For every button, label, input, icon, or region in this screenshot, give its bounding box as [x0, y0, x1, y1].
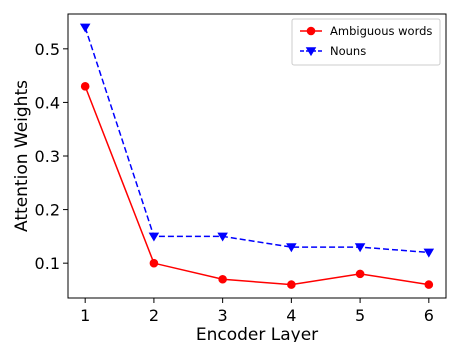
x-tick-label: 2: [149, 306, 159, 325]
data-point: [79, 23, 91, 33]
x-tick-label: 1: [80, 306, 90, 325]
y-axis: 0.1 0.2 0.3 0.4 0.5: [35, 40, 68, 273]
series-1: [80, 82, 434, 289]
legend-box: [291, 18, 441, 66]
data-point: [287, 280, 296, 289]
legend-marker: [305, 47, 317, 57]
legend-entry: Nouns: [300, 44, 366, 58]
data-point: [354, 243, 366, 253]
series-line: [84, 27, 429, 254]
y-tick-label: 0.3: [35, 147, 60, 166]
legend-label: Ambiguous words: [330, 24, 432, 38]
data-point: [423, 248, 435, 258]
data-point: [355, 269, 365, 279]
data-point: [148, 232, 160, 242]
legend: Ambiguous words Nouns: [291, 18, 441, 66]
plot-area: [67, 13, 447, 299]
series-line: [84, 86, 429, 286]
x-axis: 1 2 3 4 5 6: [80, 298, 434, 325]
data-point: [286, 243, 297, 253]
legend-entry: Ambiguous words: [300, 24, 432, 38]
y-tick-label: 0.5: [35, 40, 60, 59]
x-tick-label: 6: [424, 306, 434, 325]
series-2: [79, 23, 435, 258]
x-tick-label: 5: [355, 306, 365, 325]
data-point: [424, 280, 434, 289]
x-tick-label: 4: [286, 306, 296, 325]
data-point: [80, 82, 90, 91]
y-tick-label: 0.2: [35, 201, 60, 220]
x-tick-label: 3: [218, 306, 228, 325]
series-layer: [79, 23, 435, 289]
legend-entries: Ambiguous words Nouns: [300, 24, 432, 58]
data-point: [217, 232, 228, 242]
y-tick-label: 0.1: [35, 254, 60, 273]
y-tick-label: 0.4: [35, 93, 60, 112]
data-point: [149, 258, 159, 268]
x-axis-title: Encoder Layer: [196, 325, 318, 342]
data-point: [218, 274, 227, 284]
legend-label: Nouns: [330, 44, 366, 58]
legend-marker: [306, 26, 316, 36]
y-axis-title: Attention Weights: [12, 80, 32, 232]
